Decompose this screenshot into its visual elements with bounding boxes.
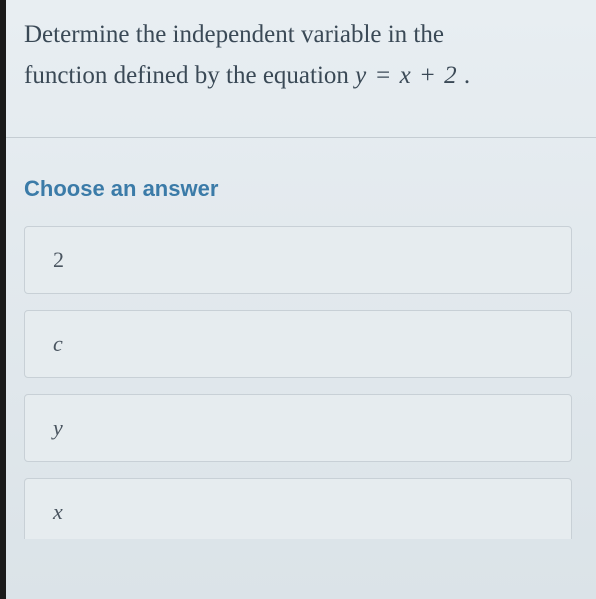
question-text: Determine the independent variable in th… bbox=[0, 0, 596, 137]
answer-option-3[interactable]: x bbox=[24, 478, 572, 539]
answer-option-label: 2 bbox=[53, 247, 64, 272]
left-edge-decoration bbox=[0, 0, 6, 599]
question-line2-prefix: function defined by the equation bbox=[24, 62, 355, 89]
answer-option-label: y bbox=[53, 415, 63, 440]
question-equation: y = x + 2 bbox=[355, 62, 457, 89]
choose-answer-label: Choose an answer bbox=[24, 176, 572, 202]
answer-option-label: c bbox=[53, 331, 63, 356]
question-line2-suffix: . bbox=[458, 62, 471, 89]
answer-option-0[interactable]: 2 bbox=[24, 226, 572, 294]
answer-option-1[interactable]: c bbox=[24, 310, 572, 378]
answer-option-label: x bbox=[53, 499, 63, 524]
answer-option-2[interactable]: y bbox=[24, 394, 572, 462]
question-line1: Determine the independent variable in th… bbox=[24, 21, 444, 48]
answer-section: Choose an answer 2 c y x bbox=[0, 138, 596, 557]
